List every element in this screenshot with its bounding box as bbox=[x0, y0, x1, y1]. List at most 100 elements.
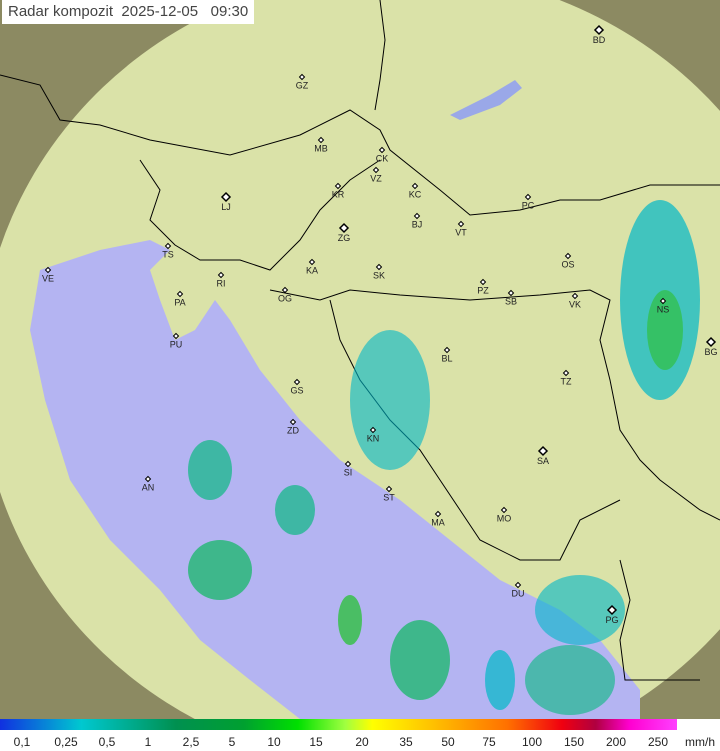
city-label: VZ bbox=[370, 174, 382, 184]
city-label: BL bbox=[441, 354, 452, 364]
city-label: PG bbox=[605, 615, 618, 625]
city-marker-icon bbox=[705, 336, 717, 348]
city-marker-icon bbox=[176, 290, 184, 298]
city-label: KN bbox=[367, 434, 380, 444]
city-ma: MA bbox=[431, 510, 445, 528]
city-marker-icon bbox=[413, 212, 421, 220]
city-du: DU bbox=[512, 581, 525, 599]
city-gs: GS bbox=[290, 378, 304, 396]
radar-map: BD GZ MB CK VZ KR KC LJ PC BJ ZG VT TS VE OS KA SK RI PA OG… bbox=[0, 0, 720, 719]
city-label: VT bbox=[455, 228, 467, 238]
city-marker-icon bbox=[479, 278, 487, 286]
city-label: OS bbox=[561, 260, 574, 270]
city-marker-icon bbox=[564, 252, 572, 260]
city-pg: PG bbox=[605, 604, 619, 625]
city-label: AN bbox=[142, 483, 155, 493]
city-vt: VT bbox=[455, 220, 467, 238]
city-label: MO bbox=[497, 514, 512, 524]
legend-tick: 200 bbox=[605, 735, 627, 749]
city-marker-icon bbox=[164, 242, 172, 250]
city-vk: VK bbox=[569, 292, 581, 310]
legend-tick: 10 bbox=[267, 735, 281, 749]
city-pa: PA bbox=[174, 290, 186, 308]
city-label: KR bbox=[332, 190, 345, 200]
city-og: OG bbox=[278, 286, 292, 304]
city-bj: BJ bbox=[412, 212, 423, 230]
city-label: ST bbox=[383, 493, 395, 503]
legend-tick: 20 bbox=[355, 735, 369, 749]
city-label: LJ bbox=[221, 202, 231, 212]
precipitation-color-scale bbox=[0, 719, 677, 730]
city-label: SB bbox=[505, 297, 517, 307]
city-label: BG bbox=[704, 347, 717, 357]
city-marker-icon bbox=[317, 136, 325, 144]
title-label: Radar kompozit bbox=[8, 3, 114, 20]
city-kr: KR bbox=[332, 182, 345, 200]
city-ve: VE bbox=[42, 266, 54, 284]
legend-tick: 100 bbox=[521, 735, 543, 749]
city-label: MA bbox=[431, 518, 445, 528]
adriatic-sea bbox=[30, 240, 640, 719]
city-marker-icon bbox=[507, 289, 515, 297]
city-sb: SB bbox=[505, 289, 517, 307]
city-label: NS bbox=[657, 305, 670, 315]
legend-tick: 15 bbox=[309, 735, 323, 749]
city-label: KA bbox=[306, 266, 318, 276]
city-zd: ZD bbox=[287, 418, 299, 436]
city-mb: MB bbox=[314, 136, 328, 154]
city-label: MB bbox=[314, 144, 328, 154]
map-title: Radar kompozit 2025-12-05 09:30 bbox=[2, 0, 255, 24]
city-label: PZ bbox=[477, 286, 489, 296]
city-marker-icon bbox=[385, 485, 393, 493]
city-pz: PZ bbox=[477, 278, 489, 296]
city-tz: TZ bbox=[561, 369, 572, 387]
city-label: VK bbox=[569, 300, 581, 310]
city-bg: BG bbox=[704, 336, 718, 357]
city-marker-icon bbox=[281, 286, 289, 294]
city-pc: PC bbox=[522, 193, 535, 211]
legend-tick: 35 bbox=[399, 735, 413, 749]
city-label: GS bbox=[290, 386, 303, 396]
legend-tick: 0,5 bbox=[98, 735, 116, 749]
city-marker-icon bbox=[298, 73, 306, 81]
city-label: VE bbox=[42, 274, 54, 284]
city-marker-icon bbox=[514, 581, 522, 589]
radar-echoes bbox=[188, 200, 700, 715]
city-label: SI bbox=[344, 468, 353, 478]
city-marker-icon bbox=[457, 220, 465, 228]
city-label: BJ bbox=[412, 220, 423, 230]
city-marker-icon bbox=[44, 266, 52, 274]
city-label: OG bbox=[278, 294, 292, 304]
legend-tick: 150 bbox=[563, 735, 585, 749]
city-label: PU bbox=[170, 340, 183, 350]
city-kn: KN bbox=[367, 426, 380, 444]
legend-labels: 0,1 0,25 0,5 1 2,5 5 10 15 20 35 50 75 1… bbox=[0, 734, 720, 751]
city-gz: GZ bbox=[296, 73, 309, 91]
city-marker-icon bbox=[562, 369, 570, 377]
city-label: TS bbox=[162, 250, 174, 260]
city-label: SA bbox=[537, 456, 549, 466]
city-mo: MO bbox=[497, 506, 512, 524]
city-marker-icon bbox=[411, 182, 419, 190]
city-si: SI bbox=[344, 460, 353, 478]
city-marker-icon bbox=[606, 604, 618, 616]
city-marker-icon bbox=[293, 378, 301, 386]
legend-tick: 0,25 bbox=[54, 735, 78, 749]
city-markers: BD GZ MB CK VZ KR KC LJ PC BJ ZG VT TS VE OS KA SK RI PA OG… bbox=[42, 24, 718, 625]
city-st: ST bbox=[383, 485, 395, 503]
city-ts: TS bbox=[162, 242, 174, 260]
city-label: GZ bbox=[296, 81, 309, 91]
city-os: OS bbox=[561, 252, 575, 270]
city-label: ZG bbox=[338, 233, 351, 243]
city-marker-icon bbox=[537, 445, 549, 457]
city-bd: BD bbox=[593, 24, 606, 45]
city-marker-icon bbox=[375, 263, 383, 271]
title-time: 09:30 bbox=[210, 3, 249, 20]
city-marker-icon bbox=[334, 182, 342, 190]
city-marker-icon bbox=[369, 426, 377, 434]
city-label: RI bbox=[217, 279, 226, 289]
city-marker-icon bbox=[338, 222, 350, 234]
city-marker-icon bbox=[289, 418, 297, 426]
city-label: DU bbox=[512, 589, 525, 599]
city-marker-icon bbox=[344, 460, 352, 468]
